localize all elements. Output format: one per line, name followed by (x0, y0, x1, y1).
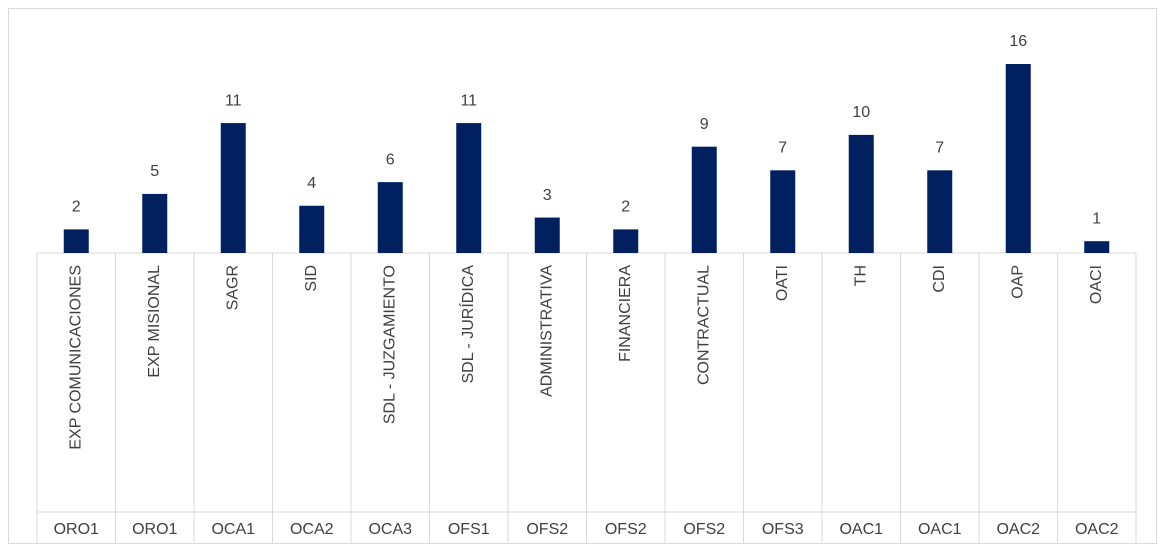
group-label: OCA3 (368, 521, 412, 538)
value-label: 3 (543, 187, 552, 204)
group-label: ORO1 (132, 521, 177, 538)
category-label: OAP (1009, 265, 1026, 299)
value-label: 7 (778, 140, 787, 157)
bar (456, 123, 482, 253)
bar (848, 134, 874, 253)
category-label: CDI (931, 265, 948, 293)
value-label: 2 (621, 199, 630, 216)
category-label: OATI (774, 265, 791, 301)
category-label: CONTRACTUAL (695, 265, 712, 385)
category-label: SDL - JUZGAMIENTO (381, 265, 398, 424)
category-label: ADMINISTRATIVA (538, 265, 555, 397)
group-label: ORO1 (54, 521, 99, 538)
bar (534, 217, 560, 253)
group-label: OAC2 (996, 521, 1040, 538)
bar (1005, 64, 1031, 253)
value-label: 16 (1009, 33, 1027, 50)
value-label: 6 (386, 151, 395, 168)
category-label: EXP MISIONAL (146, 265, 163, 378)
bar (299, 205, 325, 253)
group-label: OAC2 (1075, 521, 1119, 538)
category-label: SAGR (224, 265, 241, 310)
value-label: 7 (935, 140, 944, 157)
group-label: OFS2 (683, 521, 725, 538)
value-label: 4 (307, 175, 316, 192)
bar (927, 170, 953, 253)
bar (1084, 241, 1110, 253)
bar (770, 170, 796, 253)
category-label: TH (852, 265, 869, 286)
category-label: OACI (1088, 265, 1105, 304)
group-label: OFS1 (448, 521, 490, 538)
bar (220, 123, 246, 253)
value-label: 9 (700, 116, 709, 133)
group-label: OFS2 (605, 521, 647, 538)
value-label: 5 (150, 163, 159, 180)
category-label: SDL - JURÍDICA (458, 265, 477, 384)
bar (613, 229, 639, 253)
group-label: OFS2 (526, 521, 568, 538)
group-label: OCA1 (211, 521, 255, 538)
group-label: OAC1 (839, 521, 883, 538)
category-label: EXP COMUNICACIONES (67, 265, 84, 450)
group-label: OAC1 (918, 521, 962, 538)
value-label: 11 (225, 92, 242, 109)
bar (377, 182, 403, 253)
value-label: 1 (1092, 210, 1101, 227)
category-label: FINANCIERA (617, 265, 634, 362)
bar (142, 193, 168, 253)
category-label: SID (303, 265, 320, 292)
value-label: 2 (72, 199, 81, 216)
value-label: 10 (852, 104, 870, 121)
group-label: OCA2 (290, 521, 334, 538)
group-label: OFS3 (762, 521, 804, 538)
chart-border (8, 8, 1157, 544)
bar (63, 229, 89, 253)
value-label: 11 (460, 92, 477, 109)
bar (691, 146, 717, 253)
